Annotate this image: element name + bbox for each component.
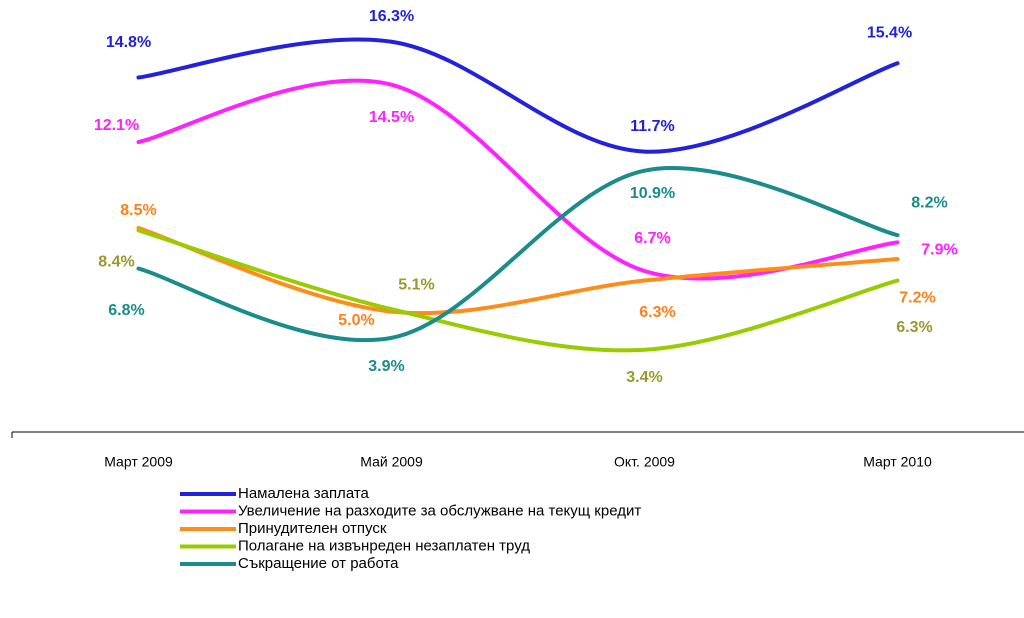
line-series	[136, 78, 900, 281]
data-label: 11.7%	[630, 118, 674, 135]
data-label: 6.7%	[634, 230, 670, 247]
data-label: 3.9%	[368, 358, 404, 375]
data-label: 6.3%	[639, 304, 675, 321]
x-tick-label: Март 2009	[104, 454, 173, 470]
data-label: 12.1%	[94, 117, 139, 134]
data-label: 8.4%	[98, 254, 134, 271]
data-label: 15.4%	[867, 24, 912, 41]
data-label: 8.2%	[911, 194, 947, 211]
line-series	[136, 166, 900, 343]
data-label: 3.4%	[626, 369, 662, 386]
legend-label: Съкращение от работа	[238, 555, 399, 572]
line-series	[136, 37, 900, 154]
data-label: 16.3%	[369, 8, 414, 25]
legend-label: Полагане на извънреден незаплатен труд	[238, 537, 530, 554]
legend-label: Увеличение на разходите за обслужване на…	[238, 502, 641, 519]
line-series	[136, 228, 900, 353]
x-tick-label: Окт. 2009	[614, 454, 675, 470]
data-label: 14.8%	[106, 34, 151, 51]
legend-label: Принудителен отпуск	[238, 520, 387, 537]
data-label: 6.3%	[896, 319, 932, 336]
data-label: 5.1%	[398, 276, 434, 293]
legend-label: Намалена заплата	[238, 485, 370, 502]
data-label: 7.2%	[899, 289, 935, 306]
data-label: 6.8%	[108, 302, 144, 319]
x-tick-label: Март 2010	[863, 454, 932, 470]
line-series	[136, 226, 900, 316]
data-label: 14.5%	[369, 109, 414, 126]
data-label: 5.0%	[338, 312, 374, 329]
data-label: 8.5%	[120, 202, 156, 219]
data-label: 10.9%	[630, 185, 675, 202]
x-tick-label: Май 2009	[360, 454, 423, 470]
data-label: 7.9%	[921, 242, 957, 259]
